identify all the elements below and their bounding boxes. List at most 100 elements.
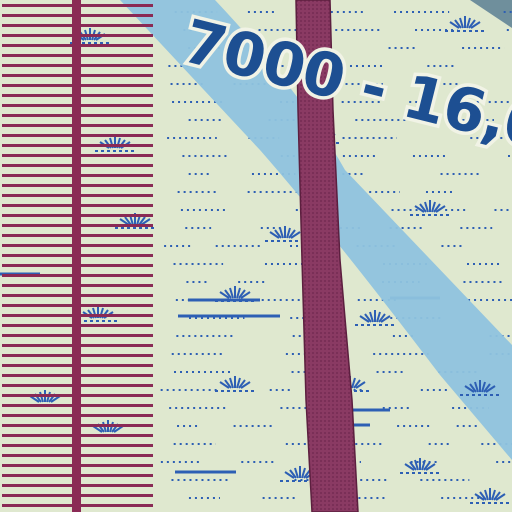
railway-tie xyxy=(81,244,153,247)
railway-tie xyxy=(81,34,153,37)
railway-tie xyxy=(81,454,153,457)
railway-tie xyxy=(2,444,72,447)
railway-tie xyxy=(2,234,72,237)
railway-tie xyxy=(2,134,72,137)
railway-tie xyxy=(2,494,72,497)
railway-tie xyxy=(81,54,153,57)
railway-tie xyxy=(81,284,153,287)
railway-tie xyxy=(2,104,72,107)
railway-tie xyxy=(2,84,72,87)
grass-tuft-symbol xyxy=(215,286,255,302)
railway-tie xyxy=(81,294,153,297)
railway-tie xyxy=(2,74,72,77)
railway-tie xyxy=(2,324,72,327)
railway-tie xyxy=(2,4,72,7)
railway-tie xyxy=(2,304,72,307)
railway-tie xyxy=(81,474,153,477)
railway-tie xyxy=(81,104,153,107)
railway-tie xyxy=(81,144,153,147)
railway-tie xyxy=(2,454,72,457)
railway-tie xyxy=(2,214,72,217)
railway-tie xyxy=(81,384,153,387)
railway-tie xyxy=(81,154,153,157)
railway-tie xyxy=(81,324,153,327)
railway-tie xyxy=(2,94,72,97)
railway-tie xyxy=(81,64,153,67)
railway-tie xyxy=(81,174,153,177)
railway-tie xyxy=(81,14,153,17)
railway-tie xyxy=(2,384,72,387)
railway-tie xyxy=(2,364,72,367)
railway-tie xyxy=(2,44,72,47)
railway-tie xyxy=(81,444,153,447)
railway-tie xyxy=(2,314,72,317)
grass-tuft-symbol xyxy=(355,310,395,326)
railway-tie xyxy=(81,494,153,497)
railway-tie xyxy=(2,354,72,357)
railway-tie xyxy=(81,214,153,217)
grass-tuft-symbol xyxy=(115,213,155,229)
grass-tuft-symbol xyxy=(445,16,485,32)
railway-tie xyxy=(2,14,72,17)
railway-tie xyxy=(2,394,72,397)
railway-tie xyxy=(2,404,72,407)
railway-tie xyxy=(2,374,72,377)
railway-tie xyxy=(81,274,153,277)
railway-tie xyxy=(2,264,72,267)
railway-tie xyxy=(81,114,153,117)
railway-tie xyxy=(2,184,72,187)
railway-tie xyxy=(2,24,72,27)
railway-tie xyxy=(2,464,72,467)
railway-tie xyxy=(81,234,153,237)
railway-tie xyxy=(2,254,72,257)
railway-tie xyxy=(2,114,72,117)
grass-tuft-symbol xyxy=(410,200,450,216)
grass-tuft-symbol xyxy=(215,376,255,392)
railway-tie xyxy=(81,44,153,47)
railway-tie xyxy=(2,64,72,67)
railway-tie xyxy=(2,484,72,487)
railway-tie xyxy=(2,414,72,417)
railway-tie xyxy=(81,194,153,197)
railway-tie xyxy=(81,24,153,27)
grass-tuft-symbol xyxy=(280,466,320,482)
railway-tie xyxy=(2,344,72,347)
railway-tie xyxy=(2,284,72,287)
railway-tie xyxy=(2,274,72,277)
road xyxy=(295,0,359,512)
railway-tie xyxy=(81,304,153,307)
railway-tie xyxy=(2,334,72,337)
railway-tie xyxy=(2,154,72,157)
railway-tie xyxy=(81,334,153,337)
railway-tie xyxy=(81,374,153,377)
railway-tie xyxy=(2,504,72,507)
railway-tie xyxy=(81,464,153,467)
railway-tie xyxy=(2,244,72,247)
railway-tie xyxy=(81,344,153,347)
railway-tie xyxy=(81,354,153,357)
railway-tie xyxy=(81,364,153,367)
railway-tie xyxy=(81,164,153,167)
railway-tie xyxy=(2,424,72,427)
railway-tie xyxy=(81,424,153,427)
railway-tie xyxy=(2,54,72,57)
railway-tie xyxy=(2,224,72,227)
railway-tie xyxy=(81,414,153,417)
grass-tuft-symbol xyxy=(265,226,305,242)
railway-tie xyxy=(81,484,153,487)
railway-tie xyxy=(81,254,153,257)
railway-tie xyxy=(2,164,72,167)
railway-tie xyxy=(81,434,153,437)
railway-tie xyxy=(81,124,153,127)
railway-tie xyxy=(2,294,72,297)
railway-tie xyxy=(81,264,153,267)
railway-tie xyxy=(81,504,153,507)
railway-tie xyxy=(81,314,153,317)
railway-tie xyxy=(81,94,153,97)
railway-tie xyxy=(2,124,72,127)
railway-ladder xyxy=(2,0,153,512)
railway-tie xyxy=(2,204,72,207)
grass-tuft-symbol xyxy=(470,488,510,504)
railway-tie xyxy=(81,224,153,227)
